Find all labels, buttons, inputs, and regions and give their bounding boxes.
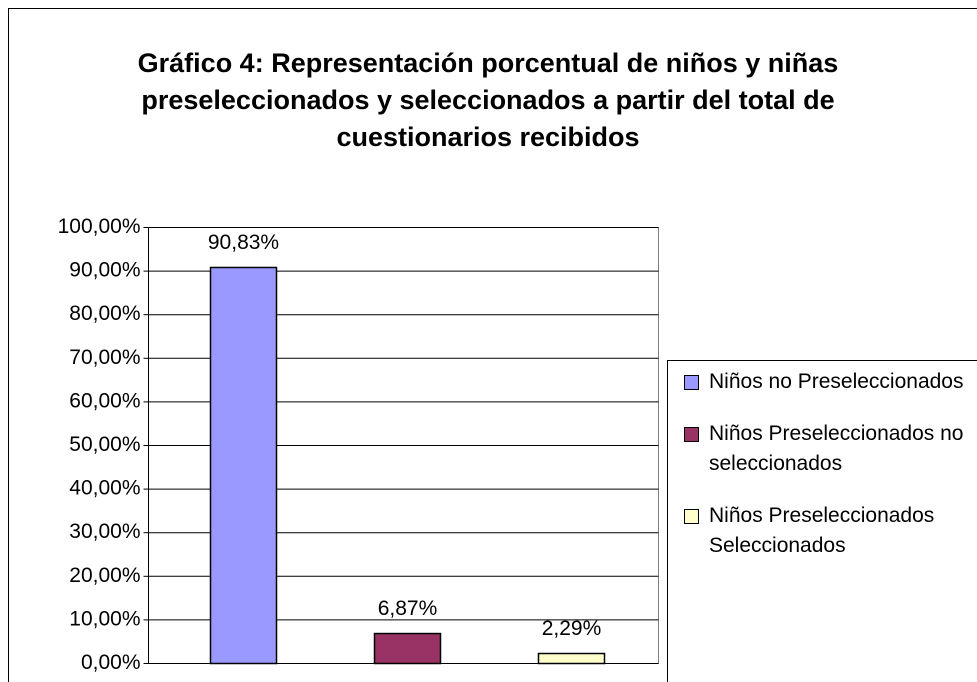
legend-swatch <box>684 509 699 524</box>
y-tick-label: 50,00% <box>69 433 140 456</box>
legend-swatch <box>684 427 699 442</box>
legend-entry: Niños Preseleccionados no seleccionados <box>684 419 977 479</box>
y-tick-label: 20,00% <box>69 564 140 587</box>
data-label: 2,29% <box>542 617 602 640</box>
y-tick-label: 100,00% <box>58 215 141 238</box>
y-tick-label: 0,00% <box>81 651 141 674</box>
chart-title: Gráfico 4: Representación porcentual de … <box>137 48 839 152</box>
legend-label: Niños no Preseleccionados <box>709 370 964 393</box>
chart-border <box>8 8 977 682</box>
legend: Niños no Preseleccionados Niños Preselecc… <box>667 360 977 682</box>
legend-label: Niños Preseleccionados Seleccionados <box>709 504 935 557</box>
y-tick-label: 40,00% <box>69 477 140 500</box>
y-tick-label: 10,00% <box>69 607 140 630</box>
y-tick-label: 30,00% <box>69 520 140 543</box>
y-tick-label: 80,00% <box>69 302 140 325</box>
legend-entry: Niños Preseleccionados Seleccionados <box>684 501 977 561</box>
bar <box>209 266 278 665</box>
y-tick-label: 90,00% <box>69 259 140 282</box>
legend-swatch <box>684 375 699 390</box>
y-tick-label: 60,00% <box>69 389 140 412</box>
bar <box>373 632 442 665</box>
legend-label: Niños Preseleccionados no seleccionados <box>709 422 964 475</box>
legend-entry: Niños no Preseleccionados <box>684 367 977 397</box>
data-label: 90,83% <box>208 231 279 254</box>
data-label: 6,87% <box>378 597 438 620</box>
y-tick-label: 70,00% <box>69 346 140 369</box>
bar <box>537 652 606 665</box>
